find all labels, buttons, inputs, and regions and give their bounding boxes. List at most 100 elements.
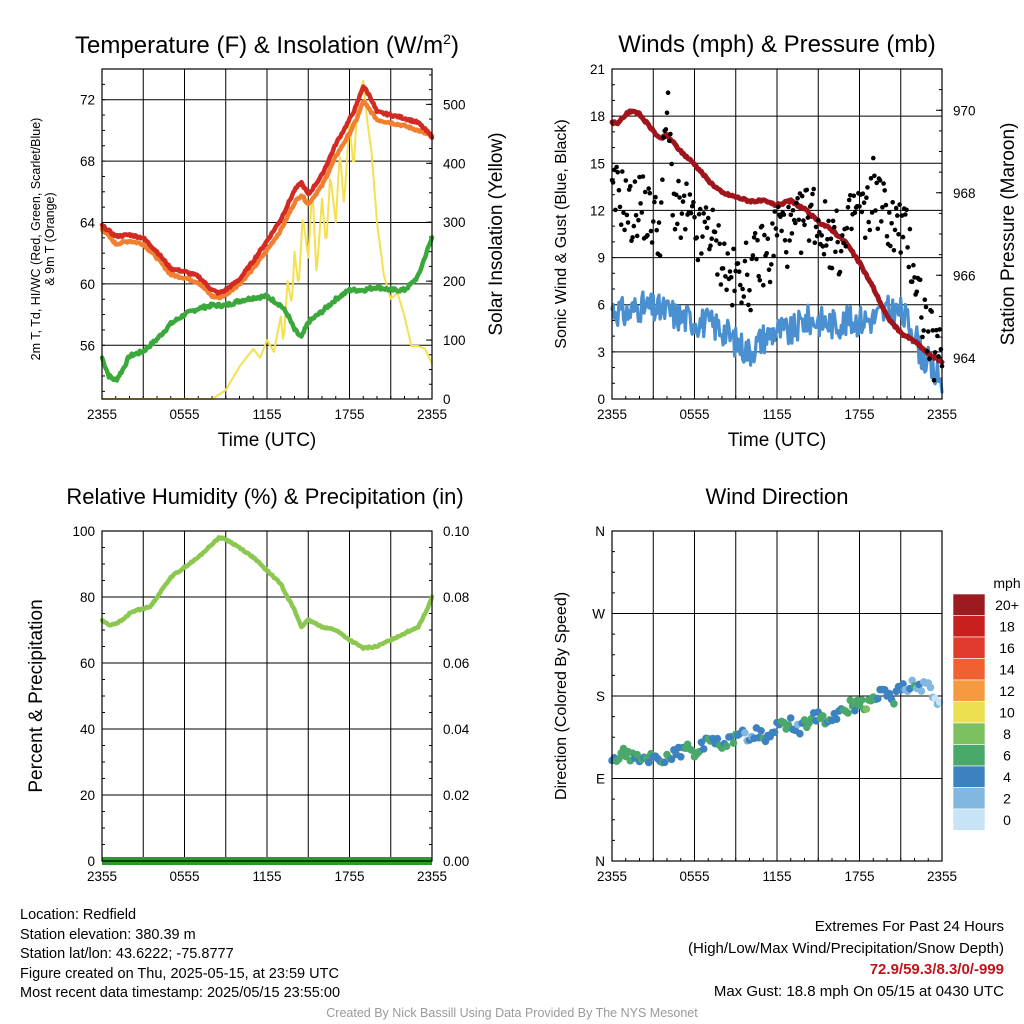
humidity-precip-panel: 0 20 40 60 80 100 0.00 0.02 0.04 0.06 0.08 0.10 2355… (26, 484, 470, 884)
gust-point (691, 199, 696, 205)
plot-frame (611, 68, 943, 400)
gust-point (931, 377, 937, 383)
wind-direction-panel-title: Wind Direction (705, 484, 848, 509)
relative-humidity-line (99, 535, 435, 651)
gust-point (613, 207, 618, 213)
gust-point (677, 195, 682, 200)
legend-label: 2 (1003, 791, 1011, 807)
gust-point (657, 253, 663, 258)
x-tick-label: 0555 (679, 869, 709, 884)
gust-point (661, 135, 666, 140)
gust-point (838, 248, 844, 254)
gust-point (615, 169, 620, 175)
direction-point (770, 728, 779, 736)
y-right-tick-label: 0.00 (443, 854, 469, 869)
humidity-panel-title: Relative Humidity (%) & Precipitation (i… (66, 484, 463, 509)
gust-point (835, 239, 840, 245)
gust-point (715, 272, 720, 277)
legend-label: 6 (1003, 748, 1011, 764)
gust-point (769, 262, 774, 267)
gust-point (814, 233, 820, 239)
gust-point (663, 127, 669, 132)
x-tick-label: 2355 (927, 407, 957, 422)
gust-point (767, 279, 773, 285)
gust-point (802, 222, 807, 228)
gust-point (676, 178, 681, 184)
gust-point (936, 354, 941, 359)
plot-frame (101, 530, 433, 862)
gust-point (717, 241, 722, 247)
y-tick-label: 21 (590, 62, 605, 77)
temp-9m-line (99, 99, 435, 301)
gust-point (739, 300, 744, 306)
direction-point (722, 742, 731, 750)
gust-point (614, 164, 619, 170)
gust-point (925, 329, 931, 334)
y-right-tick-label: 500 (443, 97, 466, 112)
legend-label: 8 (1003, 726, 1011, 742)
gust-point (811, 186, 816, 192)
gust-point (683, 227, 688, 232)
gust-point (868, 176, 874, 181)
gust-point (788, 212, 794, 218)
direction-point (713, 734, 722, 743)
gust-point (640, 174, 646, 179)
gust-point (821, 251, 827, 257)
x-tick-label: 1755 (334, 407, 364, 422)
legend-label: 16 (999, 640, 1015, 656)
gust-point (679, 211, 685, 216)
latlon-text: Station lat/lon: 43.6222; -75.8777 (20, 946, 234, 962)
gust-point (673, 192, 679, 198)
gust-point (622, 227, 627, 233)
y-axis-label-line1: 2m T, Td, HI/WC (Red, Green, Scarlet/Blu… (29, 118, 43, 361)
gust-point (932, 350, 938, 355)
gust-point (720, 266, 726, 271)
gust-point (816, 217, 821, 223)
extremes-subtitle: (High/Low/Max Wind/Precipitation/Snow De… (688, 939, 1004, 957)
y-tick-label: 15 (590, 156, 605, 171)
gust-point (812, 240, 818, 245)
legend-swatch (952, 744, 986, 767)
x-tick-label: 0555 (679, 407, 709, 422)
y-tick-label: 40 (80, 722, 95, 737)
gust-point (819, 233, 824, 238)
gust-point (810, 191, 815, 197)
gust-point (849, 226, 854, 232)
gust-point (751, 235, 757, 240)
y-tick-label: 68 (80, 154, 95, 169)
x-tick-label: 2355 (417, 869, 447, 884)
gust-point (857, 204, 862, 209)
gust-point (917, 277, 923, 283)
y-tick-label: 9 (597, 251, 605, 266)
y-tick-label: 60 (80, 656, 95, 671)
direction-point (858, 696, 866, 704)
gust-point (712, 229, 718, 235)
gust-point (787, 238, 792, 243)
gust-point (696, 211, 702, 217)
gust-point (897, 202, 902, 207)
direction-point (644, 758, 653, 767)
direction-point (874, 694, 882, 703)
gust-point (731, 246, 736, 252)
x-tick-label: 0555 (169, 407, 199, 422)
direction-point (917, 687, 926, 695)
gust-point (794, 200, 799, 206)
y-tick-label: 3 (597, 345, 605, 360)
gust-point (826, 218, 831, 224)
legend-swatch (952, 787, 986, 810)
gust-point (782, 238, 788, 243)
direction-point (633, 750, 641, 759)
direction-point (862, 705, 871, 713)
gust-point (903, 212, 908, 217)
gust-point (920, 334, 925, 340)
x-tick-label: 2355 (87, 407, 117, 422)
legend-label: 12 (999, 683, 1015, 699)
gust-point (775, 204, 781, 210)
gust-point (660, 177, 665, 182)
gust-point (639, 210, 645, 215)
gust-point (851, 193, 857, 199)
gust-point (714, 238, 719, 243)
direction-point (926, 683, 935, 692)
gust-point (700, 234, 705, 239)
